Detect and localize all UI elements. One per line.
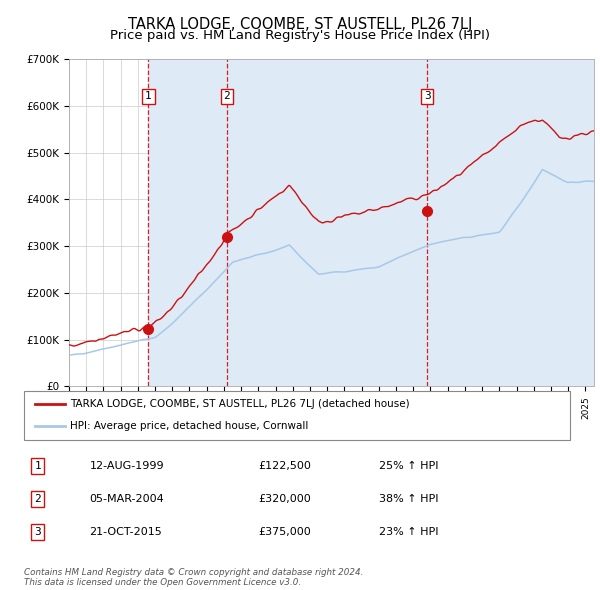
Text: 2: 2 <box>224 91 230 101</box>
Text: 25% ↑ HPI: 25% ↑ HPI <box>379 461 439 471</box>
Text: TARKA LODGE, COOMBE, ST AUSTELL, PL26 7LJ (detached house): TARKA LODGE, COOMBE, ST AUSTELL, PL26 7L… <box>70 399 410 409</box>
Text: £375,000: £375,000 <box>259 527 311 537</box>
Text: 2: 2 <box>34 494 41 504</box>
Text: 38% ↑ HPI: 38% ↑ HPI <box>379 494 439 504</box>
Text: 3: 3 <box>424 91 431 101</box>
Text: 1: 1 <box>145 91 152 101</box>
Text: HPI: Average price, detached house, Cornwall: HPI: Average price, detached house, Corn… <box>70 421 309 431</box>
Text: 1: 1 <box>34 461 41 471</box>
Text: 12-AUG-1999: 12-AUG-1999 <box>89 461 164 471</box>
Bar <box>148 59 600 386</box>
Text: 05-MAR-2004: 05-MAR-2004 <box>89 494 164 504</box>
Text: 21-OCT-2015: 21-OCT-2015 <box>89 527 162 537</box>
Text: £122,500: £122,500 <box>259 461 311 471</box>
Text: 3: 3 <box>34 527 41 537</box>
Text: Contains HM Land Registry data © Crown copyright and database right 2024.
This d: Contains HM Land Registry data © Crown c… <box>24 568 364 587</box>
Text: Price paid vs. HM Land Registry's House Price Index (HPI): Price paid vs. HM Land Registry's House … <box>110 30 490 42</box>
Text: 23% ↑ HPI: 23% ↑ HPI <box>379 527 439 537</box>
Text: £320,000: £320,000 <box>259 494 311 504</box>
Text: TARKA LODGE, COOMBE, ST AUSTELL, PL26 7LJ: TARKA LODGE, COOMBE, ST AUSTELL, PL26 7L… <box>128 17 472 31</box>
